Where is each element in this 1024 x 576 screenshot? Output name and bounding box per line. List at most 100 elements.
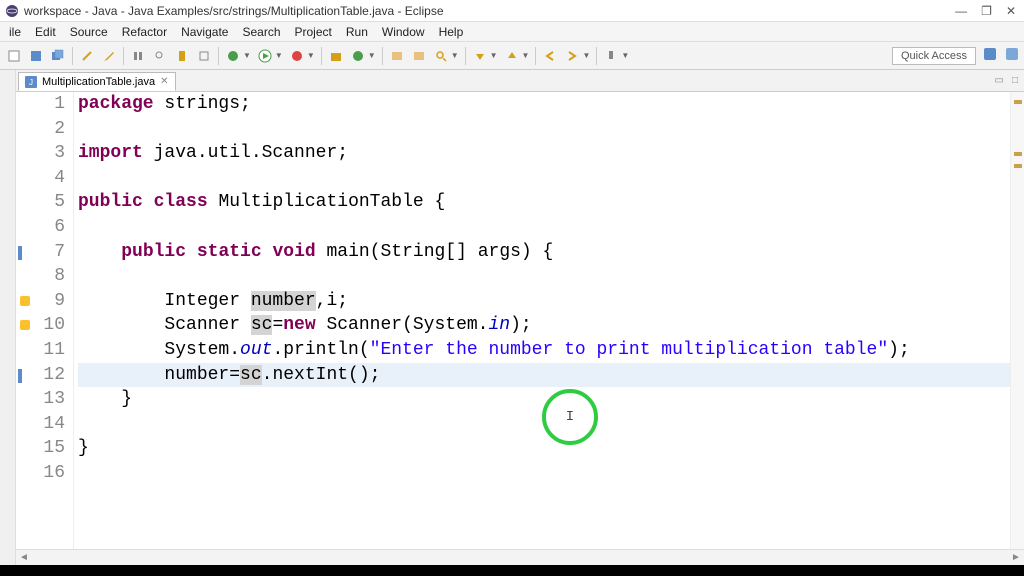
- tab-maximize-icon[interactable]: □: [1012, 75, 1018, 86]
- edit-icon[interactable]: [99, 46, 119, 66]
- tab-minimize-icon[interactable]: ▭: [995, 75, 1004, 86]
- pin-icon[interactable]: [601, 46, 621, 66]
- line-number: 12: [36, 363, 65, 388]
- save-all-icon[interactable]: [48, 46, 68, 66]
- warning-marker-icon[interactable]: [16, 313, 36, 338]
- code-line[interactable]: [78, 166, 1010, 191]
- code-editor[interactable]: 12345678910111213141516 package strings;…: [16, 92, 1024, 549]
- code-line[interactable]: [78, 461, 1010, 486]
- line-number: 8: [36, 264, 65, 289]
- warning-marker-icon[interactable]: [16, 289, 36, 314]
- search-dd-icon[interactable]: ▼: [451, 51, 459, 60]
- menu-project[interactable]: Project: [288, 23, 339, 41]
- code-line[interactable]: import java.util.Scanner;: [78, 141, 1010, 166]
- quick-access-area: Quick Access: [892, 46, 1020, 65]
- horizontal-scrollbar[interactable]: ◄ ►: [16, 549, 1024, 565]
- overview-mark[interactable]: [1014, 164, 1022, 168]
- menu-navigate[interactable]: Navigate: [174, 23, 235, 41]
- debug-icon[interactable]: [223, 46, 243, 66]
- code-line[interactable]: number=sc.nextInt();: [78, 363, 1010, 388]
- line-number: 1: [36, 92, 65, 117]
- scroll-right-icon[interactable]: ►: [1008, 550, 1024, 565]
- wand-icon[interactable]: [77, 46, 97, 66]
- maximize-button[interactable]: ❐: [981, 4, 992, 18]
- menu-file[interactable]: ile: [2, 23, 28, 41]
- run-last-icon[interactable]: [287, 46, 307, 66]
- tab-multiplicationtable[interactable]: J MultiplicationTable.java ✕: [18, 72, 176, 91]
- bookmark-icon[interactable]: [172, 46, 192, 66]
- next-annotation-icon[interactable]: [470, 46, 490, 66]
- perspective-debug-icon[interactable]: [1004, 46, 1020, 65]
- overview-ruler[interactable]: [1010, 92, 1024, 549]
- left-trim: [0, 70, 16, 565]
- open-task-icon[interactable]: [409, 46, 429, 66]
- marker-slot: [16, 166, 36, 191]
- menu-edit[interactable]: Edit: [28, 23, 63, 41]
- cursor-indicator-ring: I: [542, 389, 598, 445]
- line-number: 10: [36, 313, 65, 338]
- code-line[interactable]: public class MultiplicationTable {: [78, 190, 1010, 215]
- marker-slot: [16, 117, 36, 142]
- code-line[interactable]: public static void main(String[] args) {: [78, 240, 1010, 265]
- code-line[interactable]: Integer number,i;: [78, 289, 1010, 314]
- code-line[interactable]: [78, 215, 1010, 240]
- marker-slot: [16, 141, 36, 166]
- run-icon[interactable]: [255, 46, 275, 66]
- perspective-java-icon[interactable]: [982, 46, 998, 65]
- scroll-left-icon[interactable]: ◄: [16, 550, 32, 565]
- find-icon[interactable]: [150, 46, 170, 66]
- task-icon[interactable]: [194, 46, 214, 66]
- eclipse-icon: [4, 3, 20, 19]
- menu-refactor[interactable]: Refactor: [115, 23, 174, 41]
- menu-run[interactable]: Run: [339, 23, 375, 41]
- code-line[interactable]: System.out.println("Enter the number to …: [78, 338, 1010, 363]
- fwd-dd-icon[interactable]: ▼: [582, 51, 590, 60]
- line-number: 7: [36, 240, 65, 265]
- change-marker-icon[interactable]: [16, 363, 36, 388]
- minimize-button[interactable]: —: [955, 4, 967, 18]
- tab-close-icon[interactable]: ✕: [160, 76, 168, 87]
- menu-window[interactable]: Window: [375, 23, 432, 41]
- open-type-icon[interactable]: [387, 46, 407, 66]
- run-dd-icon[interactable]: ▼: [275, 51, 283, 60]
- marker-slot: [16, 264, 36, 289]
- back-icon[interactable]: [540, 46, 560, 66]
- marker-slot: [16, 215, 36, 240]
- prev-dd-icon[interactable]: ▼: [522, 51, 530, 60]
- prev-annotation-icon[interactable]: [502, 46, 522, 66]
- menu-search[interactable]: Search: [235, 23, 287, 41]
- editor-tabbar: J MultiplicationTable.java ✕ ▭ □: [16, 70, 1024, 92]
- menu-source[interactable]: Source: [63, 23, 115, 41]
- search2-icon[interactable]: [431, 46, 451, 66]
- new-class-icon[interactable]: [348, 46, 368, 66]
- change-marker-icon[interactable]: [16, 240, 36, 265]
- toolbar: ▼ ▼ ▼ ▼ ▼ ▼ ▼ ▼ ▼ Quick Access: [0, 42, 1024, 70]
- code-content[interactable]: package strings; import java.util.Scanner…: [74, 92, 1010, 549]
- svg-text:J: J: [29, 78, 33, 87]
- forward-icon[interactable]: [562, 46, 582, 66]
- toggle-icon[interactable]: [128, 46, 148, 66]
- runlast-dd-icon[interactable]: ▼: [307, 51, 315, 60]
- pin-dd-icon[interactable]: ▼: [621, 51, 629, 60]
- code-line[interactable]: [78, 117, 1010, 142]
- code-line[interactable]: package strings;: [78, 92, 1010, 117]
- code-line[interactable]: }: [78, 436, 1010, 461]
- overview-mark[interactable]: [1014, 152, 1022, 156]
- quick-access-input[interactable]: Quick Access: [892, 47, 976, 65]
- overview-mark[interactable]: [1014, 100, 1022, 104]
- new-package-icon[interactable]: [326, 46, 346, 66]
- new-icon[interactable]: [4, 46, 24, 66]
- marker-slot: [16, 436, 36, 461]
- eclipse-window: workspace - Java - Java Examples/src/str…: [0, 0, 1024, 565]
- save-icon[interactable]: [26, 46, 46, 66]
- marker-bar: [16, 92, 36, 549]
- menu-help[interactable]: Help: [432, 23, 471, 41]
- class-dd-icon[interactable]: ▼: [368, 51, 376, 60]
- code-line[interactable]: Scanner sc=new Scanner(System.in);: [78, 313, 1010, 338]
- line-number: 11: [36, 338, 65, 363]
- line-number: 13: [36, 387, 65, 412]
- code-line[interactable]: [78, 264, 1010, 289]
- next-dd-icon[interactable]: ▼: [490, 51, 498, 60]
- debug-dd-icon[interactable]: ▼: [243, 51, 251, 60]
- close-button[interactable]: ✕: [1006, 4, 1016, 18]
